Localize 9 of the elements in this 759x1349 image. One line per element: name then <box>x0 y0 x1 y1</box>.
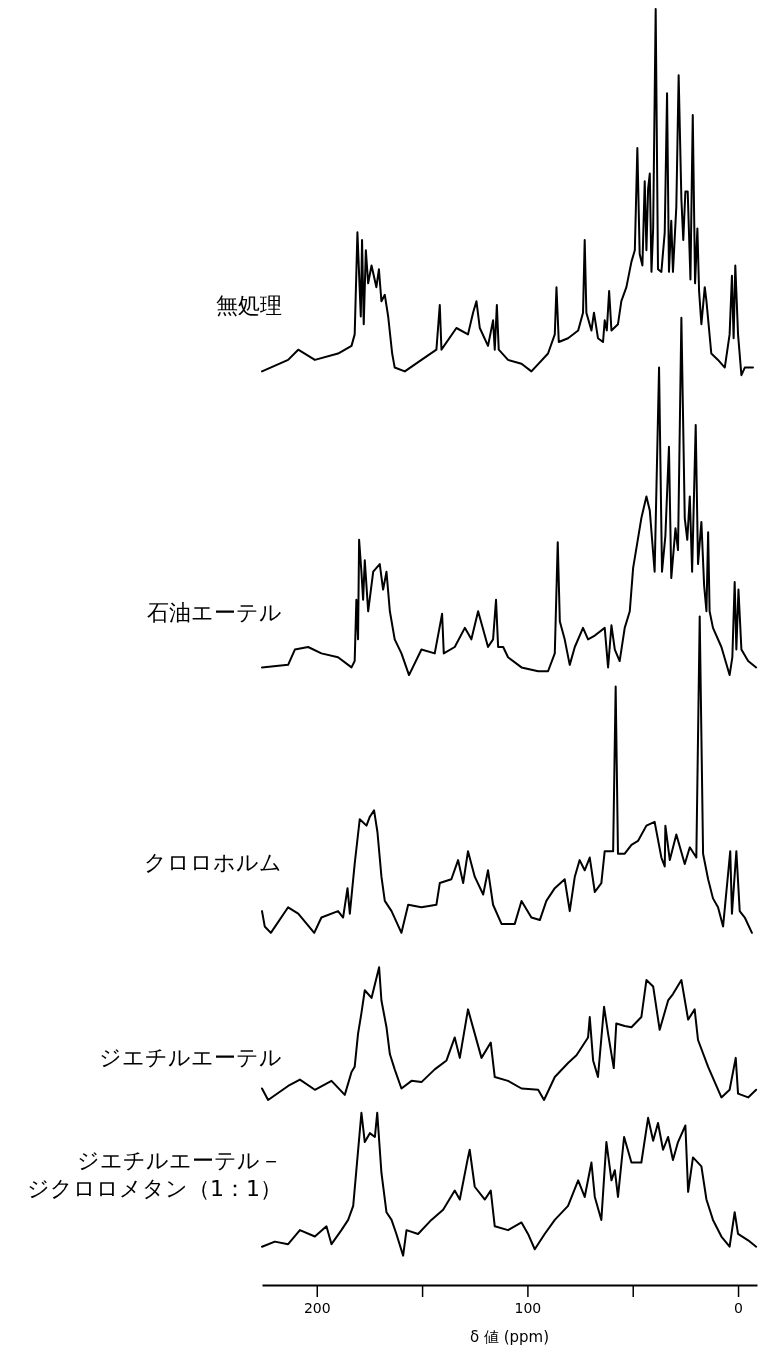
x-tick-label: 0 <box>734 1299 743 1316</box>
series-label: 石油エーテル <box>147 599 282 625</box>
x-axis-title: δ 値 (ppm) <box>469 1328 550 1346</box>
x-tick-label: 100 <box>514 1299 542 1316</box>
series-label: クロロホルム <box>144 849 282 875</box>
series-label: ジエチルエーテル－ジクロロメタン（1：1） <box>27 1147 282 1202</box>
x-tick-label: 200 <box>303 1299 331 1316</box>
series-label: 無処理 <box>216 292 282 318</box>
series-label: ジエチルエーテル <box>99 1044 282 1070</box>
